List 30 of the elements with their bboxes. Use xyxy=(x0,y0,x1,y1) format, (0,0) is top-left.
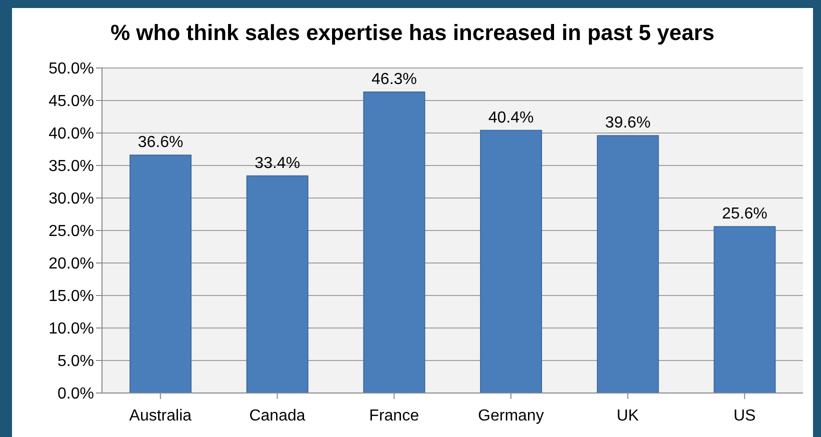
bar xyxy=(480,130,542,393)
data-label: 25.6% xyxy=(722,206,768,223)
y-tick-label: 40.0% xyxy=(48,126,94,143)
data-label: 46.3% xyxy=(372,71,417,88)
y-tick-label: 45.0% xyxy=(48,93,94,110)
y-tick-label: 5.0% xyxy=(58,353,94,370)
bar xyxy=(130,154,192,393)
y-tick-label: 10.0% xyxy=(48,320,94,338)
y-tick-label: 35.0% xyxy=(48,158,94,176)
x-tick-label: France xyxy=(369,407,420,424)
data-label: 39.6% xyxy=(605,114,651,132)
y-tick-label: 25.0% xyxy=(48,223,94,240)
x-tick-label: Canada xyxy=(249,407,306,424)
bar xyxy=(363,92,426,393)
bar xyxy=(596,135,659,393)
chart-title: % who think sales expertise has increased in past 5 years xyxy=(109,19,716,47)
data-label: 40.4% xyxy=(488,109,534,126)
bar xyxy=(246,175,308,393)
data-label: 33.4% xyxy=(254,154,300,172)
y-tick-label: 30.0% xyxy=(48,190,94,208)
y-tick-label: 50.0% xyxy=(48,60,94,78)
y-tick-label: 15.0% xyxy=(48,288,94,306)
x-tick-label: UK xyxy=(616,407,640,424)
x-tick-label: Australia xyxy=(129,407,192,424)
y-tick-label: 20.0% xyxy=(48,256,94,273)
data-label: 36.6% xyxy=(138,134,184,152)
x-tick-label: US xyxy=(733,407,756,424)
bar xyxy=(714,226,776,393)
x-tick-label: Germany xyxy=(478,407,544,424)
y-tick-label: 0.0% xyxy=(58,386,94,403)
